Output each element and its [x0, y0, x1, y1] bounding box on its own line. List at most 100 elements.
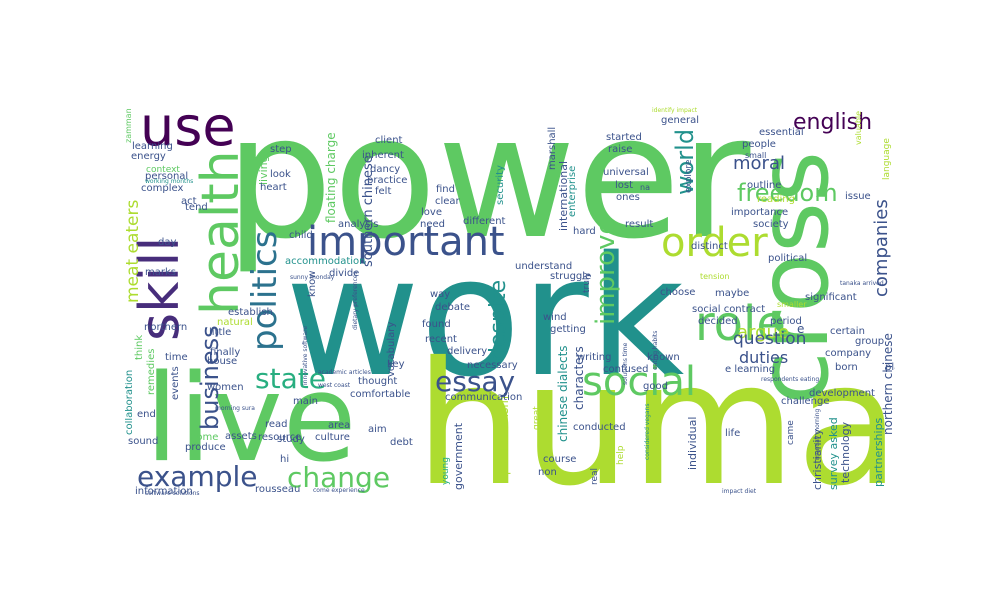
word-complex: complex	[141, 183, 184, 194]
word-collaboration: collaboration	[125, 369, 135, 435]
word-period: period	[770, 316, 802, 327]
word-e: e	[797, 322, 805, 336]
word-personal: personal	[145, 171, 189, 182]
word-communication: communication	[445, 392, 523, 403]
word-smaller: smaller	[777, 300, 807, 309]
word-important: important	[307, 219, 505, 265]
word-known: known	[647, 352, 680, 363]
word-learning: learning	[132, 141, 173, 152]
word-social-contract: social contract	[692, 304, 766, 315]
word-english: english	[793, 110, 873, 135]
word-time: time	[165, 352, 188, 363]
word-result: result	[625, 219, 654, 230]
word-natural: natural	[217, 317, 253, 328]
word-help: help	[616, 445, 626, 465]
word-business: business	[196, 325, 224, 430]
word-study: study	[277, 434, 305, 445]
word-came: came	[786, 420, 796, 445]
word-clear: clear	[435, 196, 460, 207]
word-eating-habits: eating habits	[652, 330, 659, 370]
word-energy: energy	[131, 151, 166, 162]
word-accommodation: accommodation	[285, 256, 366, 267]
word-valuable: valuable	[854, 110, 863, 145]
word-writing: writing	[577, 352, 612, 363]
word-despite: despite	[486, 279, 511, 361]
word-enterprise: enterprise	[567, 165, 578, 217]
word-impact-diet: impact diet	[722, 488, 757, 495]
word-culture: culture	[315, 432, 350, 443]
word-debt: debt	[390, 437, 413, 448]
word-come-experience: come experience	[313, 487, 365, 494]
word-survey-asked: survey asked	[827, 417, 840, 490]
word-assets: assets	[225, 431, 257, 442]
word-context: context	[146, 165, 180, 175]
word-key: key	[387, 359, 405, 370]
word-events: events	[170, 366, 181, 400]
word-freedom: freedom	[737, 179, 838, 207]
word-young: young	[441, 457, 451, 485]
word-understand: understand	[515, 261, 573, 272]
word-main: main	[293, 396, 318, 407]
word-political: political	[768, 253, 808, 264]
word-lost: lost	[615, 180, 634, 191]
word-great: great	[532, 406, 542, 430]
word-resource: resource	[258, 432, 302, 443]
word-life: life	[725, 428, 741, 439]
word-inherent: inherent	[362, 150, 404, 161]
word-delivery: delivery	[447, 346, 488, 357]
word-people: people	[742, 139, 776, 150]
word-language: language	[882, 138, 892, 180]
word-non: non	[538, 467, 557, 478]
word-establish: establish	[228, 307, 273, 318]
word-tend: tend	[185, 202, 208, 213]
word-tension: tension	[700, 272, 730, 281]
word-decided: decided	[698, 316, 738, 327]
word-partnerships: partnerships	[872, 417, 885, 487]
word-software-solutions: software solutions	[145, 490, 200, 497]
word-hard: hard	[573, 226, 596, 237]
word-heart: heart	[260, 182, 287, 193]
word-day: day	[158, 237, 177, 248]
word-necessary: necessary	[467, 360, 518, 371]
word-company: company	[825, 348, 872, 359]
word-society: society	[753, 219, 789, 230]
word-question: question	[733, 329, 807, 349]
word-work: work	[285, 221, 685, 413]
word-sound: sound	[128, 436, 159, 447]
word-look: look	[270, 169, 291, 180]
word-comfortable: comfortable	[350, 389, 411, 400]
word-individual: individual	[686, 416, 699, 470]
word-na: na	[640, 183, 650, 192]
word-divide: divide	[329, 268, 360, 279]
word-marshall: marshall	[547, 126, 558, 170]
word-order: order	[661, 220, 768, 266]
word-solutions-time: solutions time	[622, 342, 629, 385]
word-meat-eaters: meat eaters	[125, 199, 143, 303]
word-human: human	[415, 326, 895, 497]
word-distinct: distinct	[691, 241, 728, 252]
word-academic-articles: academic articles	[318, 369, 371, 376]
word-small: small	[745, 151, 767, 160]
word-respondents-eating: respondents eating	[761, 376, 820, 383]
word-improve: improve	[591, 218, 621, 325]
word-way: way	[430, 289, 451, 300]
word-found: found	[422, 319, 451, 330]
word-act: act	[181, 196, 197, 207]
word-recent: recent	[425, 334, 457, 345]
word-raise: raise	[608, 144, 633, 155]
word-area: area	[328, 420, 351, 431]
word-cloud: power work human live cross use health s…	[125, 105, 895, 497]
word-find: find	[436, 184, 455, 195]
word-morning-sura: morning sura	[215, 405, 255, 412]
word-choose: choose	[660, 287, 696, 298]
word-felt: felt	[375, 186, 392, 197]
word-living: living	[257, 155, 270, 185]
word-power: power	[225, 105, 751, 277]
word-dancy: dancy	[370, 164, 401, 175]
word-produce: produce	[185, 442, 226, 453]
word-duties: duties	[739, 348, 789, 367]
word-end: end	[137, 409, 156, 420]
word-considered-vegans: considered vegans	[644, 403, 651, 460]
word-monday-morning: monday morning	[814, 408, 821, 460]
word-change: change	[287, 461, 391, 494]
